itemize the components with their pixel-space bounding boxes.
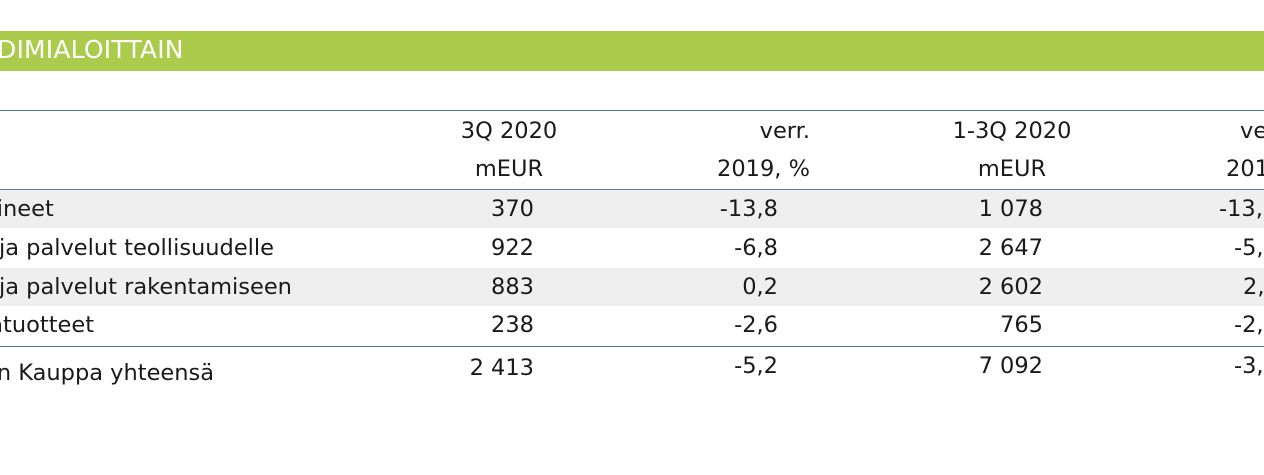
q3-value: 238 <box>491 312 534 338</box>
column-header-q3-change: verr. <box>759 118 810 144</box>
q3-change-value: -2,6 <box>734 312 778 338</box>
column-header-q3: 3Q 2020 <box>460 118 558 144</box>
table-top-rule <box>0 110 1264 111</box>
ytd-value: 2 647 <box>978 235 1043 261</box>
section-title: DIMIALOITTAIN <box>0 35 184 64</box>
total-ytd-value: 7 092 <box>978 353 1043 379</box>
column-header-ytd-unit: mEUR <box>977 156 1047 182</box>
total-label: en Kauppa yhteensä <box>0 360 215 386</box>
ytd-change-value: -2, <box>1234 312 1264 338</box>
ytd-change-value: 2, <box>1243 274 1264 300</box>
column-header-ytd-change: ve <box>1240 118 1264 144</box>
ytd-value: 1 078 <box>978 196 1043 222</box>
column-header-ytd-change-unit: 2019 <box>1226 156 1264 182</box>
row-stripe <box>0 268 1264 306</box>
q3-change-value: -13,8 <box>719 196 778 222</box>
ytd-change-value: -5, <box>1234 235 1264 261</box>
q3-value: 922 <box>491 235 534 261</box>
total-top-rule <box>0 346 1264 347</box>
column-header-q3-change-unit: 2019, % <box>717 156 810 182</box>
header-bottom-rule <box>0 189 1264 190</box>
q3-value: 370 <box>491 196 534 222</box>
row-label: t ja palvelut rakentamiseen <box>0 274 292 300</box>
row-label: t ja palvelut teollisuudelle <box>0 235 275 261</box>
row-stripe <box>0 190 1264 228</box>
total-q3-change-value: -5,2 <box>734 353 778 379</box>
row-label: jatuotteet <box>0 312 95 338</box>
q3-value: 883 <box>491 274 534 300</box>
row-label: aineet <box>0 196 54 222</box>
column-header-ytd: 1-3Q 2020 <box>952 118 1072 144</box>
total-ytd-change-value: -3, <box>1234 353 1264 379</box>
ytd-value: 765 <box>1000 312 1043 338</box>
q3-change-value: 0,2 <box>742 274 778 300</box>
ytd-change-value: -13, <box>1219 196 1263 222</box>
total-q3-value: 2 413 <box>469 355 534 381</box>
q3-change-value: -6,8 <box>734 235 778 261</box>
ytd-value: 2 602 <box>978 274 1043 300</box>
column-header-q3-unit: mEUR <box>474 156 544 182</box>
section-banner: DIMIALOITTAIN <box>0 31 1264 71</box>
